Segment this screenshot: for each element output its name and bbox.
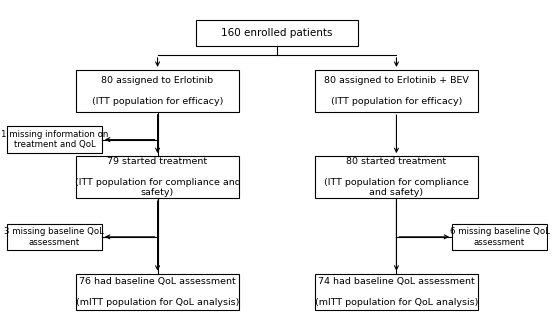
FancyBboxPatch shape: [76, 70, 239, 112]
Text: 80 assigned to Erlotinib

(ITT population for efficacy): 80 assigned to Erlotinib (ITT population…: [92, 76, 223, 106]
FancyBboxPatch shape: [452, 223, 547, 250]
Text: 76 had baseline QoL assessment

(mITT population for QoL analysis): 76 had baseline QoL assessment (mITT pop…: [76, 277, 239, 307]
FancyBboxPatch shape: [315, 274, 478, 310]
Text: 80 assigned to Erlotinib + BEV

(ITT population for efficacy): 80 assigned to Erlotinib + BEV (ITT popu…: [324, 76, 469, 106]
FancyBboxPatch shape: [315, 70, 478, 112]
FancyBboxPatch shape: [7, 126, 102, 153]
FancyBboxPatch shape: [196, 20, 358, 46]
Text: 80 started treatment

(ITT population for compliance
and safety): 80 started treatment (ITT population for…: [324, 157, 469, 197]
FancyBboxPatch shape: [76, 156, 239, 198]
Text: 160 enrolled patients: 160 enrolled patients: [221, 28, 333, 38]
FancyBboxPatch shape: [315, 156, 478, 198]
FancyBboxPatch shape: [76, 274, 239, 310]
Text: 1 missing information on
treatment and QoL: 1 missing information on treatment and Q…: [1, 130, 108, 149]
Text: 6 missing baseline QoL
assessment: 6 missing baseline QoL assessment: [450, 227, 550, 246]
Text: 79 started treatment

(ITT population for compliance and
safety): 79 started treatment (ITT population for…: [75, 157, 240, 197]
FancyBboxPatch shape: [7, 223, 102, 250]
Text: 74 had baseline QoL assessment

(mITT population for QoL analysis): 74 had baseline QoL assessment (mITT pop…: [315, 277, 478, 307]
Text: 3 missing baseline QoL
assessment: 3 missing baseline QoL assessment: [4, 227, 104, 246]
